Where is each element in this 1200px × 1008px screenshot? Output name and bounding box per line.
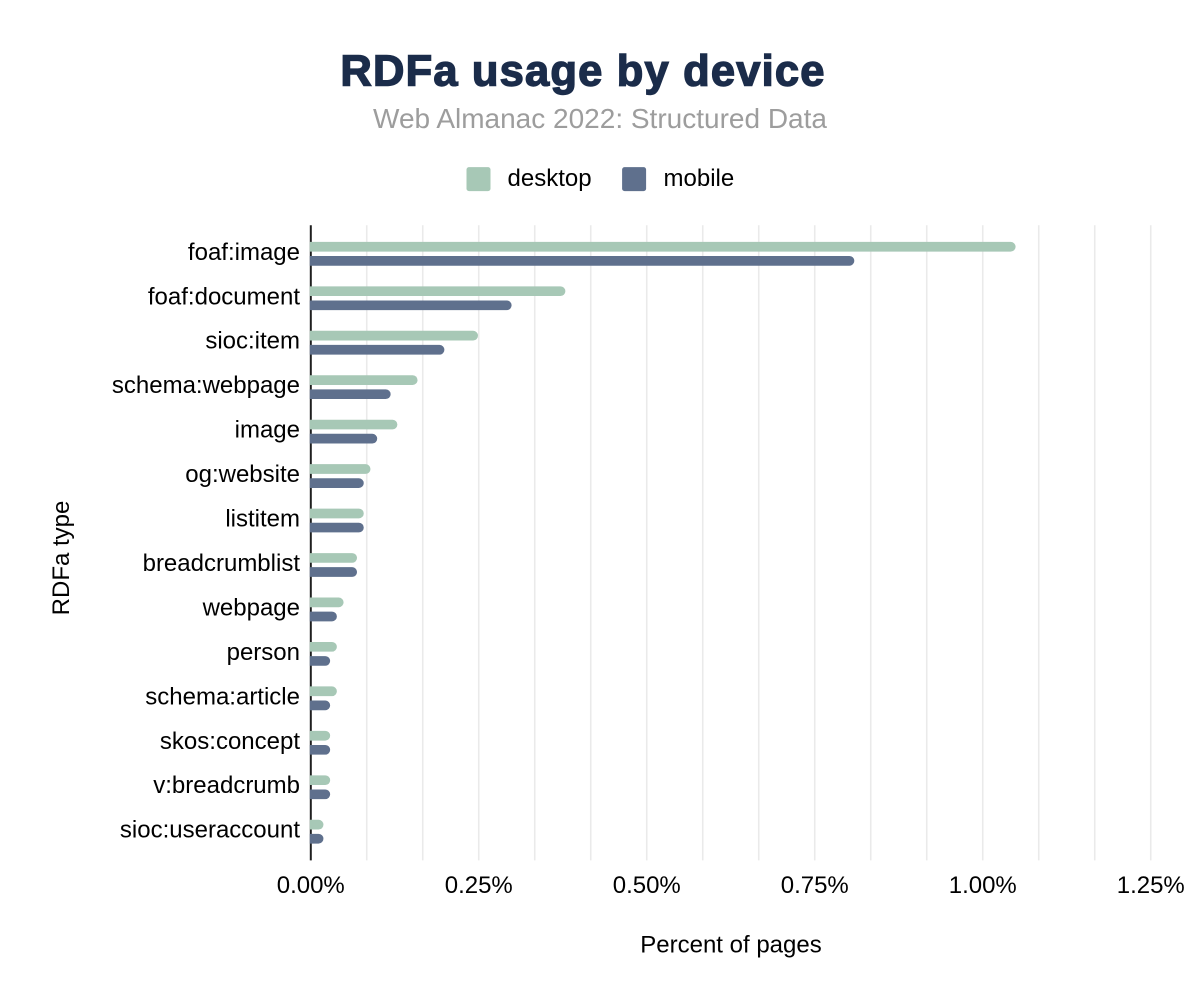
svg-text:sioc:item: sioc:item bbox=[205, 328, 300, 355]
svg-text:listitem: listitem bbox=[225, 506, 300, 533]
svg-text:og:website: og:website bbox=[185, 461, 300, 488]
svg-text:0.75%: 0.75% bbox=[781, 872, 849, 899]
svg-text:skos:concept: skos:concept bbox=[160, 728, 300, 755]
svg-text:0.00%: 0.00% bbox=[277, 872, 345, 899]
svg-text:foaf:document: foaf:document bbox=[148, 283, 300, 310]
svg-text:0.50%: 0.50% bbox=[613, 872, 681, 899]
svg-text:mobile: mobile bbox=[664, 165, 735, 192]
svg-text:1.00%: 1.00% bbox=[949, 872, 1017, 899]
svg-text:RDFa usage by device: RDFa usage by device bbox=[340, 48, 825, 96]
svg-text:RDFa type: RDFa type bbox=[48, 501, 75, 616]
svg-text:Percent of pages: Percent of pages bbox=[640, 932, 821, 959]
svg-text:0.25%: 0.25% bbox=[445, 872, 513, 899]
svg-text:person: person bbox=[227, 639, 300, 666]
svg-text:schema:webpage: schema:webpage bbox=[112, 372, 300, 399]
svg-text:image: image bbox=[235, 417, 300, 444]
svg-text:sioc:useraccount: sioc:useraccount bbox=[120, 817, 300, 844]
svg-text:webpage: webpage bbox=[202, 594, 300, 621]
svg-text:schema:article: schema:article bbox=[145, 683, 300, 710]
svg-text:1.25%: 1.25% bbox=[1117, 872, 1185, 899]
svg-text:breadcrumblist: breadcrumblist bbox=[143, 550, 301, 577]
svg-text:Web Almanac 2022: Structured D: Web Almanac 2022: Structured Data bbox=[373, 103, 827, 134]
svg-text:foaf:image: foaf:image bbox=[188, 239, 300, 266]
svg-text:v:breadcrumb: v:breadcrumb bbox=[153, 772, 300, 799]
svg-text:desktop: desktop bbox=[508, 165, 592, 192]
